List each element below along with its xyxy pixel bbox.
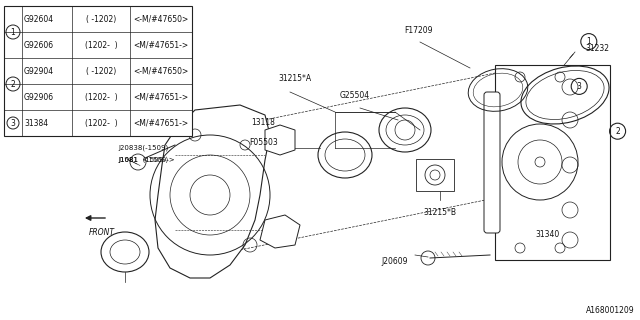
Text: 31215*A: 31215*A xyxy=(278,74,312,83)
Text: 3: 3 xyxy=(577,82,582,91)
Text: J20838(-1509): J20838(-1509) xyxy=(118,145,168,151)
Bar xyxy=(416,159,454,191)
Text: A168001209: A168001209 xyxy=(586,306,635,315)
Text: 31232: 31232 xyxy=(585,44,609,52)
Text: J1081  ⟨1509-⟩: J1081 ⟨1509-⟩ xyxy=(118,157,168,163)
Text: 31384: 31384 xyxy=(24,118,48,127)
Text: (1202-  ): (1202- ) xyxy=(84,41,117,50)
Text: <-M/#47650>: <-M/#47650> xyxy=(133,14,189,23)
Text: <M/#47651->: <M/#47651-> xyxy=(133,118,189,127)
Text: ( -1202): ( -1202) xyxy=(86,67,116,76)
Text: 2: 2 xyxy=(11,79,15,89)
Bar xyxy=(495,65,610,260)
Text: FRONT: FRONT xyxy=(89,228,115,237)
Text: G92604: G92604 xyxy=(24,14,54,23)
Text: 3: 3 xyxy=(11,118,15,127)
Text: G92606: G92606 xyxy=(24,41,54,50)
Text: <M/#47651->: <M/#47651-> xyxy=(133,92,189,101)
Text: G92906: G92906 xyxy=(24,92,54,101)
Text: G25504: G25504 xyxy=(340,91,370,100)
PathPatch shape xyxy=(260,215,300,248)
Text: <-M/#47650>: <-M/#47650> xyxy=(133,67,189,76)
Text: 31215*B: 31215*B xyxy=(424,208,456,217)
PathPatch shape xyxy=(265,125,295,155)
Text: J1081  <1509->: J1081 <1509-> xyxy=(118,157,175,163)
Text: 1: 1 xyxy=(11,28,15,36)
Text: (1202-  ): (1202- ) xyxy=(84,118,117,127)
Text: 2: 2 xyxy=(615,127,620,136)
Text: J20609: J20609 xyxy=(381,258,408,267)
Text: (1202-  ): (1202- ) xyxy=(84,92,117,101)
Text: 31340: 31340 xyxy=(536,230,560,239)
PathPatch shape xyxy=(155,105,270,278)
Text: F05503: F05503 xyxy=(249,138,278,147)
Text: G92904: G92904 xyxy=(24,67,54,76)
Text: 1: 1 xyxy=(586,37,591,46)
Bar xyxy=(4,6,192,136)
Text: 13118: 13118 xyxy=(251,117,275,126)
Text: F17209: F17209 xyxy=(404,26,432,35)
Text: ( -1202): ( -1202) xyxy=(86,14,116,23)
FancyBboxPatch shape xyxy=(484,92,500,233)
Text: <M/#47651->: <M/#47651-> xyxy=(133,41,189,50)
